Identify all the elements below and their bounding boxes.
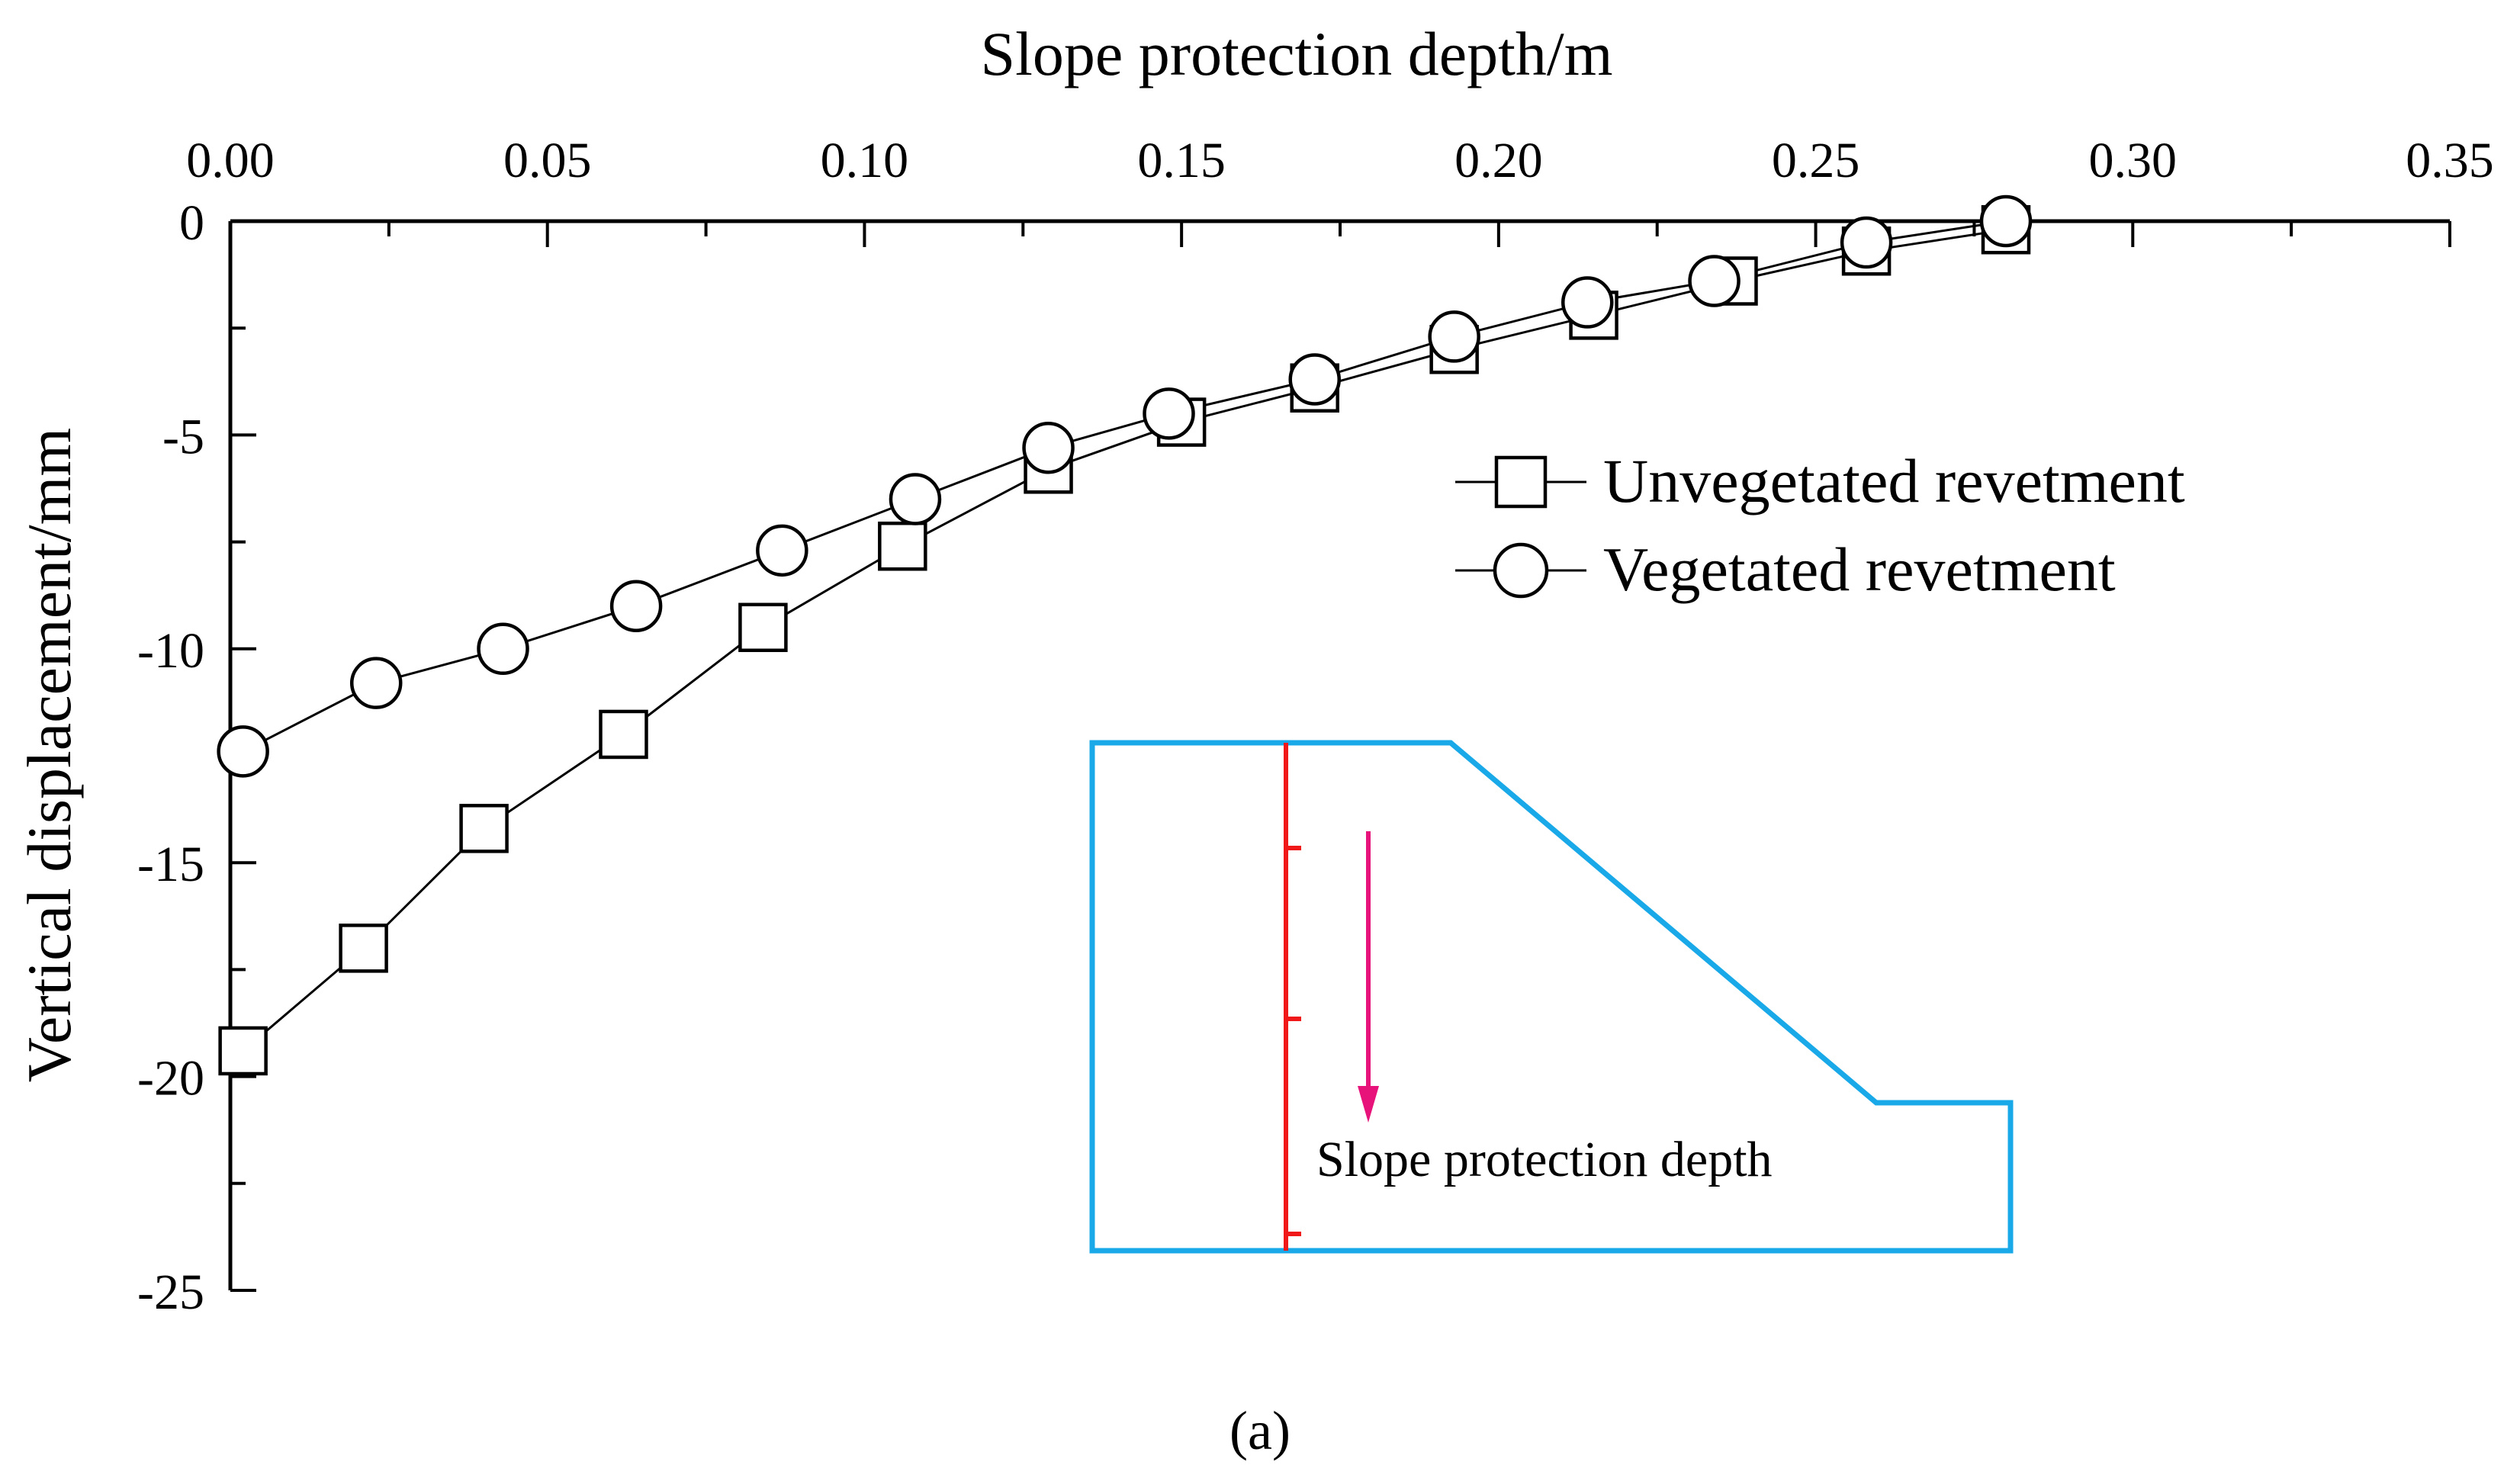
x-tick-label: 0.25 — [1772, 133, 1860, 188]
legend-circle-marker — [1493, 542, 1549, 599]
data-point-square — [738, 602, 788, 653]
x-tick-label: 0.30 — [2089, 133, 2178, 188]
y-axis-title: Vertical displacement/mm — [14, 428, 84, 1082]
x-tick-label: 0.15 — [1137, 133, 1226, 188]
legend: Unvegetated revetment Vegetated revetmen… — [1455, 446, 2185, 604]
x-tick-label: 0.35 — [2406, 133, 2494, 188]
y-tick-label: -5 — [162, 409, 204, 464]
data-point-circle — [217, 725, 269, 778]
legend-label-vegetated: Vegetated revetment — [1603, 535, 2116, 604]
data-point-square — [339, 924, 388, 973]
data-point-circle — [1979, 194, 2033, 248]
data-point-circle — [349, 657, 403, 709]
legend-label-unvegetated: Unvegetated revetment — [1603, 446, 2185, 516]
data-point-square — [599, 709, 648, 760]
data-point-square — [218, 1026, 268, 1076]
inset-label: Slope protection depth — [1316, 1132, 1773, 1187]
data-point-circle — [1688, 255, 1741, 307]
data-point-circle — [609, 580, 663, 632]
data-point-circle — [477, 622, 529, 676]
x-tick-label: 0.20 — [1454, 133, 1543, 188]
data-point-circle — [1022, 421, 1075, 474]
depth-arrow-head — [1358, 1086, 1379, 1123]
x-tick-label: 0.05 — [503, 133, 592, 188]
data-point-circle — [1840, 216, 1893, 269]
data-point-circle — [889, 473, 942, 525]
figure-caption: (a) — [1229, 1400, 1291, 1461]
y-tick-label: -10 — [137, 623, 204, 679]
legend-item-vegetated: Vegetated revetment — [1455, 535, 2116, 604]
x-axis-title: Slope protection depth/m — [981, 19, 1613, 88]
y-tick-label: 0 — [179, 195, 204, 251]
slope-outline — [1089, 740, 2014, 1254]
data-point-circle — [1288, 353, 1341, 406]
legend-square-marker — [1494, 455, 1548, 509]
data-point-square — [459, 804, 509, 853]
data-point-circle — [756, 524, 808, 577]
x-axis-ticks: 0.00 0.05 0.10 0.15 0.20 0.25 0.30 0.35 — [186, 133, 2494, 247]
x-tick-label: 0.00 — [186, 133, 275, 188]
slope-schematic-inset: Slope protection depth — [1089, 740, 2014, 1254]
data-point-circle — [1428, 310, 1480, 363]
series-layer — [217, 194, 2033, 1076]
y-tick-label: -15 — [137, 837, 204, 892]
y-tick-label: -20 — [137, 1051, 204, 1107]
y-axis-ticks: 0 -5 -10 -15 -20 -25 — [137, 195, 256, 1320]
legend-item-unvegetated: Unvegetated revetment — [1455, 446, 2185, 516]
data-point-square — [878, 521, 927, 571]
y-tick-label: -25 — [137, 1264, 204, 1320]
data-point-circle — [1143, 387, 1195, 440]
data-point-circle — [1561, 276, 1614, 329]
x-tick-label: 0.10 — [821, 133, 909, 188]
